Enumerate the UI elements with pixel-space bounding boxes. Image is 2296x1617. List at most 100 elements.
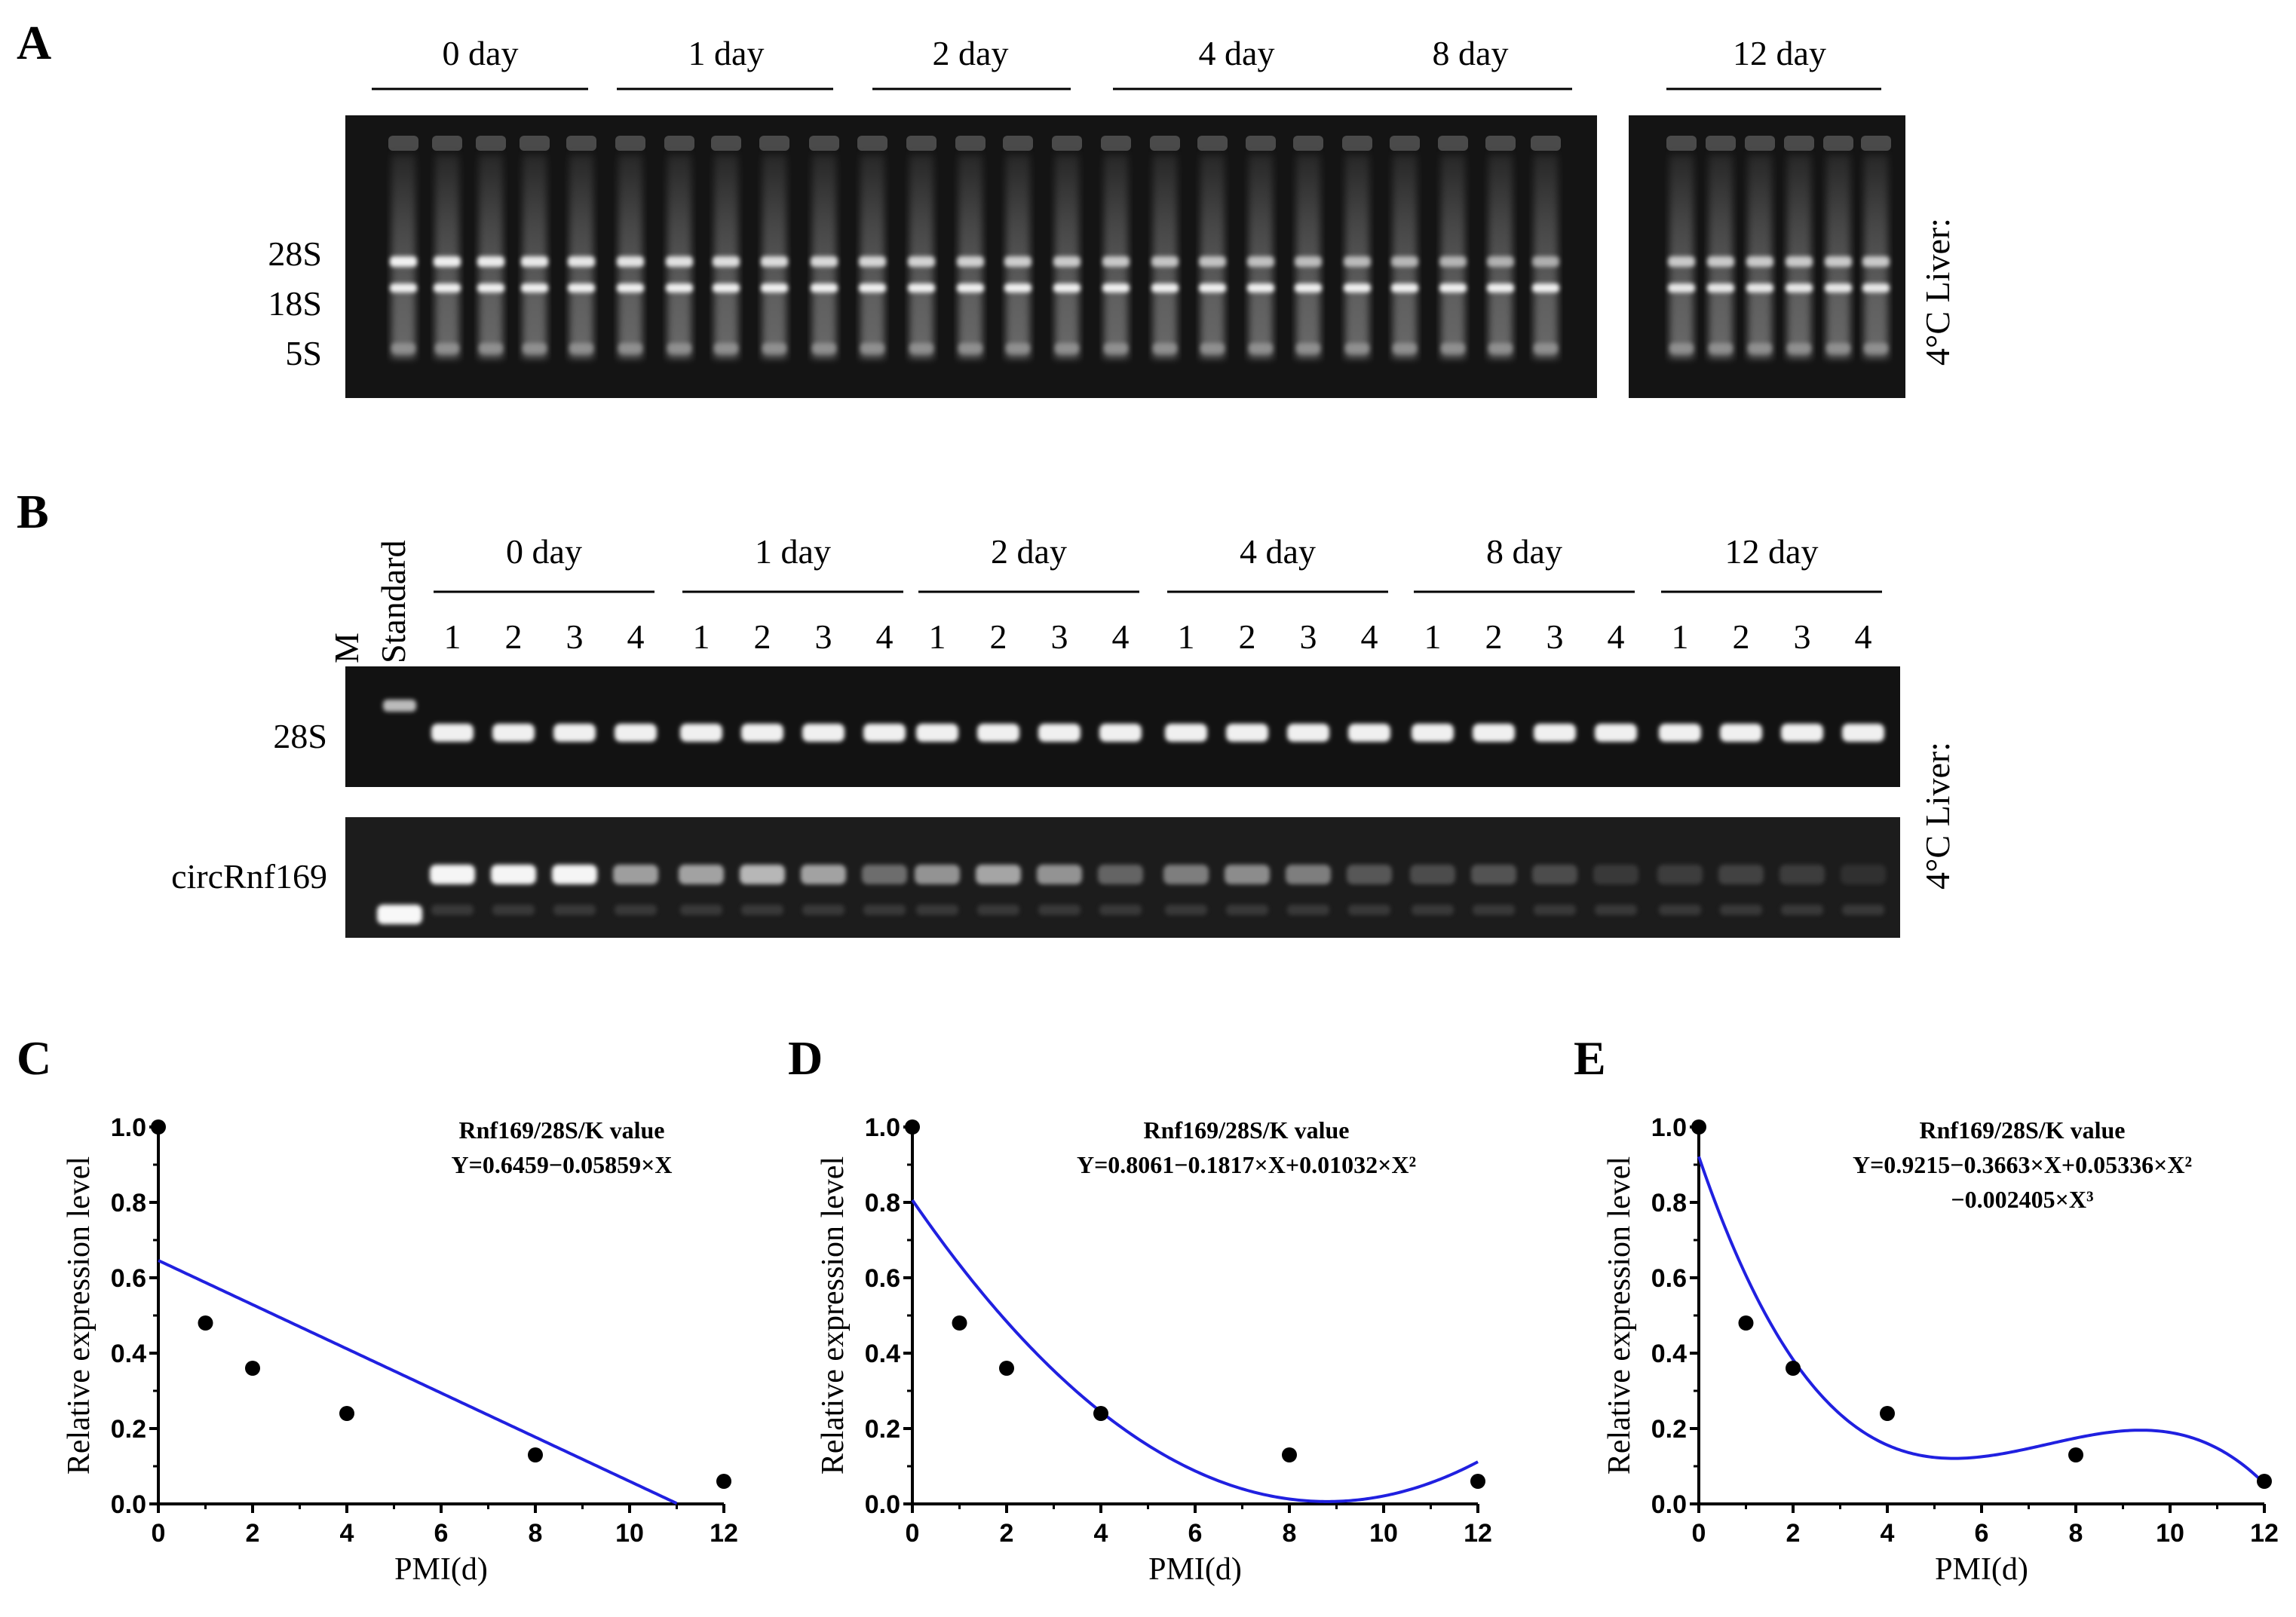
- chart-y-tick-label: 1.0: [865, 1113, 900, 1142]
- a-lane-well: [1531, 136, 1561, 151]
- b-band-28s: [863, 724, 906, 742]
- b-band-circrnf169: [1471, 865, 1516, 884]
- b-band-lower-smear: [492, 905, 535, 915]
- chart-x-tick-label: 10: [2156, 1519, 2184, 1548]
- chart-fit-line: [911, 1199, 1479, 1503]
- a-lane-well: [1197, 136, 1228, 151]
- chart-data-point: [245, 1361, 260, 1376]
- b-band-28s: [1842, 724, 1884, 742]
- a-lane-band-5s: [479, 343, 503, 354]
- b-band-lower-smear: [431, 905, 474, 915]
- panel-b-letter: B: [17, 485, 49, 538]
- a-lane-band-5s: [1200, 343, 1225, 354]
- a-lane-band-18s: [713, 283, 740, 292]
- chart-panel-letter: D: [788, 1031, 823, 1085]
- chart-x-tick-label: 10: [615, 1519, 644, 1548]
- a-group-label: 8 day: [1433, 34, 1509, 72]
- a-lane-band-28s: [957, 256, 984, 267]
- chart-data-point: [2068, 1447, 2083, 1462]
- a-lane-band-28s: [1391, 256, 1418, 267]
- b-band-28s: [492, 724, 535, 742]
- a-lane-band-28s: [1668, 256, 1695, 267]
- a-lane-well: [1052, 136, 1082, 151]
- b-lane-number: 3: [1547, 617, 1564, 656]
- chart-data-point: [1691, 1119, 1706, 1135]
- chart-y-tick-label: 0.2: [865, 1415, 900, 1444]
- a-lane-band-28s: [1746, 256, 1773, 267]
- a-lane-band-28s: [1102, 256, 1130, 267]
- a-lane-band-5s: [1669, 343, 1694, 354]
- b-band-28s: [977, 724, 1019, 742]
- a-lane-well: [664, 136, 694, 151]
- a-lane-band-5s: [1709, 343, 1733, 354]
- chart-data-point: [1880, 1406, 1895, 1421]
- a-lane-band-18s: [390, 283, 417, 292]
- chart-x-tick-label: 8: [2069, 1519, 2083, 1548]
- a-lane-well: [1003, 136, 1033, 151]
- a-lane-band-5s: [762, 343, 786, 354]
- a-lane-band-5s: [1748, 343, 1772, 354]
- chart-y-tick-label: 0.8: [111, 1189, 146, 1217]
- b-band-lower-smear: [1595, 905, 1637, 915]
- b-band-circrnf169: [801, 865, 846, 884]
- chart-y-tick-label: 0.4: [865, 1340, 900, 1368]
- a-lane-band-5s: [1345, 343, 1369, 354]
- chart-y-tick-label: 0.0: [865, 1490, 900, 1519]
- b-lane-number: 4: [876, 617, 894, 656]
- chart-y-label: Relative expression level: [1602, 1156, 1637, 1475]
- b-row-label-28s: 28S: [273, 717, 327, 755]
- a-lane-band-5s: [1006, 343, 1030, 354]
- b-band-lower-smear: [1534, 905, 1576, 915]
- a-band-label-28s: 28S: [268, 234, 322, 273]
- a-lane-well: [857, 136, 887, 151]
- b-band-circrnf169: [1593, 865, 1638, 884]
- b-band-28s: [1781, 724, 1823, 742]
- a-lane-band-5s: [909, 343, 933, 354]
- b-band-28s: [680, 724, 722, 742]
- chart-annotation-title: Rnf169/28S/K value: [1920, 1116, 2126, 1144]
- a-lane-band-5s: [714, 343, 738, 354]
- a-lane-band-5s: [1104, 343, 1128, 354]
- b-band-circrnf169: [1347, 865, 1392, 884]
- chart-x-tick-label: 0: [152, 1519, 166, 1548]
- a-lane-band-5s: [569, 343, 593, 354]
- b-band-lower-smear: [1348, 905, 1390, 915]
- b-band-lower-smear: [863, 905, 906, 915]
- chart-x-tick-label: 6: [434, 1519, 449, 1548]
- b-lane-number: 1: [444, 617, 461, 656]
- b-band-lower-smear: [977, 905, 1019, 915]
- b-band-lower-smear: [1287, 905, 1329, 915]
- b-lane-number: 3: [815, 617, 832, 656]
- chart-y-tick-label: 0.4: [1651, 1340, 1687, 1368]
- chart-x-tick-label: 12: [710, 1519, 738, 1548]
- b-band-28s: [615, 724, 657, 742]
- b-band-lower-smear: [1473, 905, 1515, 915]
- b-band-circrnf169: [1225, 865, 1270, 884]
- a-lane-band-28s: [477, 256, 504, 267]
- b-band-lower-smear: [1226, 905, 1268, 915]
- chart-d: D 0.0 0.2 0.4 0.6 0.8 1.0 0 2 4 6 8 10 12 PMI(d) Relati…: [788, 1031, 1492, 1587]
- a-lane-band-28s: [521, 256, 548, 267]
- chart-y-tick-label: 0.4: [111, 1340, 146, 1368]
- chart-data-point: [952, 1315, 967, 1331]
- b-band-28s: [1165, 724, 1207, 742]
- a-lane-band-5s: [1153, 343, 1177, 354]
- a-lane-band-18s: [1247, 283, 1274, 292]
- a-side-label: 4°C Liver:: [1918, 218, 1957, 366]
- a-lane-band-5s: [860, 343, 884, 354]
- a-lane-well: [1246, 136, 1276, 151]
- a-lane-well: [520, 136, 550, 151]
- a-group-label: 0 day: [443, 34, 519, 72]
- a-lane-band-18s: [666, 283, 693, 292]
- a-lane-well: [1342, 136, 1372, 151]
- b-side-label: 4°C Liver:: [1918, 742, 1957, 890]
- a-lane-band-5s: [1296, 343, 1320, 354]
- b-band-lower-smear: [1165, 905, 1207, 915]
- b-band-circrnf169: [740, 865, 785, 884]
- a-lane-band-18s: [761, 283, 788, 292]
- b-group-label: 8 day: [1486, 532, 1562, 571]
- a-lane-band-28s: [1825, 256, 1852, 267]
- b-band-circrnf169: [862, 865, 907, 884]
- a-lane-band-18s: [908, 283, 935, 292]
